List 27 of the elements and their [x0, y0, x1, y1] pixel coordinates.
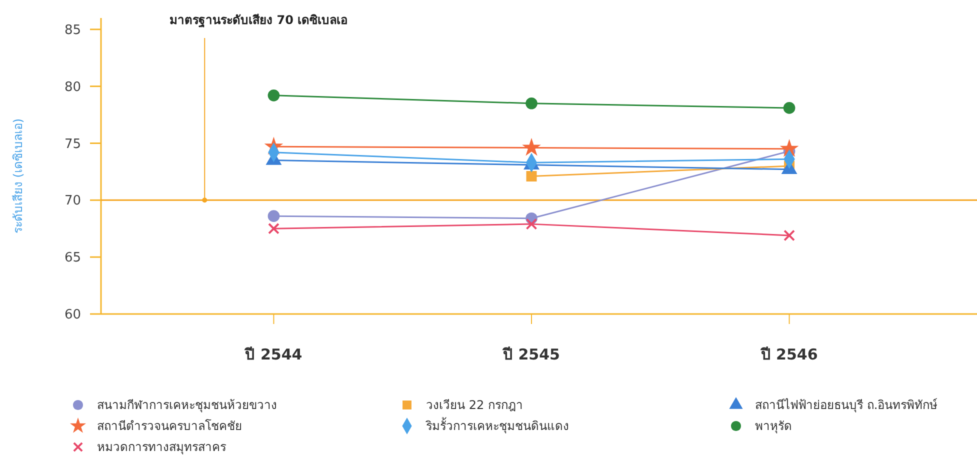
point: [268, 210, 280, 222]
point: [526, 171, 537, 182]
legend-label: สถานีตำรวจนครบาลโชคชัย: [97, 419, 242, 434]
legend-label: ริมรั้วการเคหะชุมชนดินแดง: [425, 417, 569, 434]
point: [526, 97, 538, 110]
ref-line-label: มาตรฐานระดับเสียง 70 เดซิเบลเอ: [170, 13, 348, 28]
y-tick-label: 80: [64, 80, 81, 95]
y-tick-label: 70: [64, 194, 81, 209]
y-tick-label: 85: [64, 22, 81, 38]
x-tick-label: ปี 2546: [760, 345, 818, 364]
point: [268, 222, 280, 234]
point: [522, 138, 541, 156]
x-tick-label: ปี 2545: [502, 345, 560, 364]
point: [268, 90, 280, 102]
legend-label: สถานีไฟฟ้าย่อยธนบุรี ถ.อินทรพิทักษ์: [755, 398, 938, 414]
legend-label: วงเวียน 22 กรกฎา: [426, 398, 523, 412]
y-tick-label: 65: [64, 250, 81, 266]
legend-label: หมวดการทางสมุทรสาคร: [97, 440, 227, 456]
point: [526, 218, 538, 230]
y-tick-label: 75: [64, 136, 81, 152]
x-tick-label: ปี 2544: [244, 345, 302, 364]
y-tick-label: 60: [64, 308, 81, 323]
y-axis-title: ระดับเสียง (เดซิเบลเอ): [11, 118, 26, 234]
point: [784, 230, 796, 242]
legend-label: สนามกีฬาการเคหะชุมชนห้วยขวาง: [97, 398, 277, 414]
point: [783, 102, 796, 114]
legend-label: พาหุรัด: [755, 419, 792, 434]
